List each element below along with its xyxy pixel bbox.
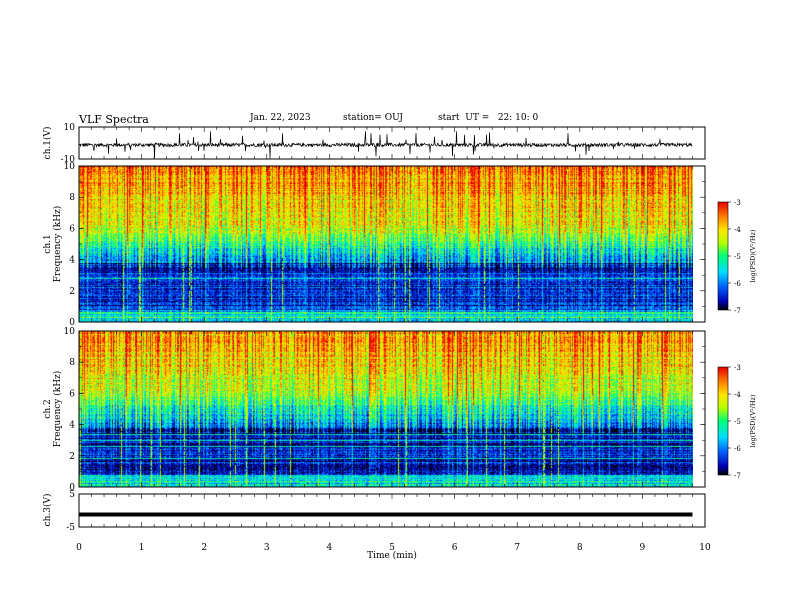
ch1-spectrogram-ylabel: ch.1 Frequency (kHz) — [43, 206, 63, 283]
ch1-waveform-ylabel: ch.1(V) — [42, 127, 53, 160]
svg-text:Frequency (kHz): Frequency (kHz) — [52, 206, 63, 283]
colorbar-tick-label: -5 — [734, 418, 741, 426]
colorbar-tick-label: -7 — [734, 472, 741, 480]
ch1-waveform-line — [78, 131, 693, 159]
colorbar-tick-label: -4 — [734, 391, 741, 399]
x-tick-label: 9 — [640, 543, 646, 553]
ch2-spectrogram-ylabel: ch.2 Frequency (kHz) — [43, 371, 63, 448]
x-tick-label: 0 — [76, 543, 82, 553]
station-label: station= OUJ — [343, 113, 404, 123]
ch3-waveform-panel: 5 -5 — [66, 490, 706, 533]
ch2-freq-tick-label: 0 — [69, 483, 75, 493]
x-tick-label: 8 — [577, 543, 583, 553]
x-tick-label: 7 — [514, 543, 520, 553]
svg-text:log(PSD)(V²/Hz): log(PSD)(V²/Hz) — [749, 394, 757, 447]
ch2-colorbar: -3 -4 -5 -6 -7 log(PSD)(V²/Hz) — [717, 364, 757, 480]
ch1-freq-tick-label: 6 — [69, 224, 75, 234]
ch1-freq-tick-label: 8 — [69, 193, 75, 203]
ch3-waveform-ylabel: ch.3(V) — [42, 494, 53, 527]
colorbar-label: log(PSD)(V²/Hz) — [749, 229, 757, 282]
ch1-colorbar: -3 -4 -5 -6 -7 log(PSD)(V²/Hz) — [717, 199, 757, 315]
chart-title: VLF Spectra — [79, 113, 149, 126]
ch2-freq-tick-label: 10 — [64, 327, 76, 337]
colorbar-tick-label: -3 — [734, 199, 741, 207]
svg-text:log(PSD)(V²/Hz): log(PSD)(V²/Hz) — [749, 229, 757, 282]
ch3-y-tick-label: 5 — [69, 490, 75, 500]
ch1-y-tick-label: 10 — [64, 123, 76, 133]
ch1-freq-tick-label: 10 — [64, 162, 76, 172]
ch2-freq-tick-label: 6 — [69, 389, 75, 399]
colorbar-tick-label: -6 — [734, 280, 741, 288]
x-tick-label: 1 — [139, 543, 145, 553]
x-tick-label: 10 — [699, 543, 711, 553]
ch3-y-tick-label: -5 — [66, 523, 75, 533]
ch1-freq-tick-label: 4 — [69, 256, 75, 266]
x-axis-label: Time (min) — [367, 550, 417, 561]
x-tick-label: 2 — [201, 543, 207, 553]
ch2-freq-tick-label: 2 — [69, 452, 75, 462]
ch2-freq-tick-label: 8 — [69, 358, 75, 368]
ch1-spectrogram-image — [79, 166, 693, 322]
ch1-y-tick-label: -10 — [61, 155, 76, 165]
colorbar-tick-label: -6 — [734, 445, 741, 453]
x-tick-label: 6 — [452, 543, 458, 553]
svg-text:ch.3(V): ch.3(V) — [42, 494, 53, 527]
x-tick-label: 4 — [327, 543, 333, 553]
ch2-spectrogram-image — [79, 331, 693, 487]
ch1-freq-tick-label: 2 — [69, 287, 75, 297]
x-tick-label: 5 — [389, 543, 395, 553]
colorbar-tick-label: -7 — [734, 307, 741, 315]
ch2-freq-tick-label: 4 — [69, 421, 75, 431]
start-time-label: start UT = 22: 10: 0 — [438, 113, 539, 123]
svg-text:ch.1(V): ch.1(V) — [42, 127, 53, 160]
colorbar-tick-label: -3 — [734, 364, 741, 372]
date-label: Jan. 22, 2023 — [250, 113, 311, 123]
svg-text:ch.1: ch.1 — [43, 234, 53, 253]
colorbar-tick-label: -5 — [734, 253, 741, 261]
ch1-waveform-panel: 10 -10 — [61, 123, 706, 165]
ch2-spectrogram-panel: 0 2 4 6 8 10 — [64, 327, 706, 493]
ch1-freq-tick-label: 0 — [69, 318, 75, 328]
colorbar-label: log(PSD)(V²/Hz) — [749, 394, 757, 447]
svg-text:ch.2: ch.2 — [43, 399, 53, 418]
x-tick-label: 3 — [264, 543, 270, 553]
svg-text:Frequency (kHz): Frequency (kHz) — [52, 371, 63, 448]
ch1-spectrogram-panel: 0 2 4 6 8 10 — [64, 162, 706, 328]
colorbar-tick-label: -4 — [734, 226, 741, 234]
